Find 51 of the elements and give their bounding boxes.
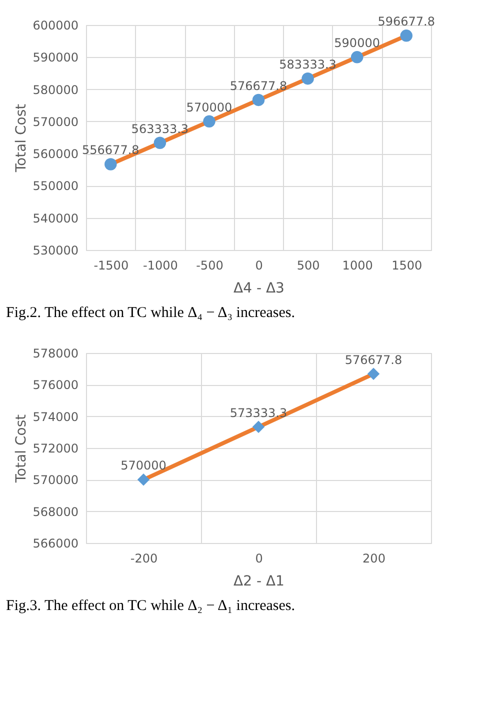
y-tick-label: 574000: [32, 410, 78, 424]
data-label: 583333.3: [279, 58, 336, 72]
y-tick-label: 590000: [32, 50, 78, 65]
data-label: 576677.8: [230, 78, 288, 93]
point: [154, 136, 166, 149]
caption: Fig.3. The effect on TC while Δ₂ − Δ₁ increases.: [6, 598, 295, 614]
point: [302, 72, 314, 85]
data-label: 596677.8: [378, 14, 435, 29]
x-tick-label: 0: [255, 258, 263, 272]
point: [252, 420, 265, 434]
y-tick-label: 578000: [32, 346, 78, 360]
y-tick-label: 576000: [32, 378, 78, 392]
x-axis-title: Δ2 - Δ1: [234, 574, 284, 590]
x-tick-label: -500: [196, 258, 224, 272]
y-tick-label: 560000: [32, 147, 78, 162]
point: [350, 51, 364, 64]
data-label: 590000: [334, 36, 380, 50]
y-tick-label: 550000: [32, 179, 78, 194]
x-axis-title: Δ4 - Δ3: [234, 280, 284, 296]
data-label: 570000: [186, 100, 232, 114]
y-axis-title: Total Cost: [14, 414, 30, 484]
point: [104, 158, 117, 170]
data-label: 556677.8: [82, 143, 140, 158]
caption: Fig.2. The effect on TC while Δ₄ − Δ₃ increases.: [6, 305, 295, 321]
y-tick-label: 580000: [32, 82, 78, 97]
y-tick-label: 568000: [32, 504, 78, 519]
y-tick-label: 570000: [32, 114, 78, 129]
point: [203, 115, 216, 128]
data-label: 576677.8: [344, 352, 402, 367]
y-axis-title: Total Cost: [14, 103, 30, 174]
y-tick-label: 570000: [32, 473, 78, 488]
y-tick-label: 566000: [32, 536, 78, 550]
point: [400, 30, 412, 42]
x-tick-label: 500: [296, 258, 320, 272]
y-tick-label: 530000: [32, 244, 78, 258]
data-label: 563333.3: [131, 122, 189, 136]
point: [367, 368, 380, 380]
point: [137, 474, 150, 486]
x-tick-label: 0: [255, 552, 263, 566]
x-tick-label: 1000: [342, 258, 373, 272]
point: [252, 94, 265, 106]
y-tick-label: 540000: [32, 211, 78, 226]
x-tick-label: -200: [130, 552, 158, 566]
y-tick-label: 600000: [32, 18, 78, 32]
x-tick-label: -1500: [94, 258, 129, 272]
x-tick-label: 1500: [392, 258, 422, 272]
data-label: 573333.3: [230, 406, 288, 420]
data-label: 570000: [120, 458, 166, 473]
x-tick-label: 200: [362, 552, 386, 566]
y-tick-label: 572000: [32, 442, 78, 456]
x-tick-label: -1000: [142, 258, 178, 272]
